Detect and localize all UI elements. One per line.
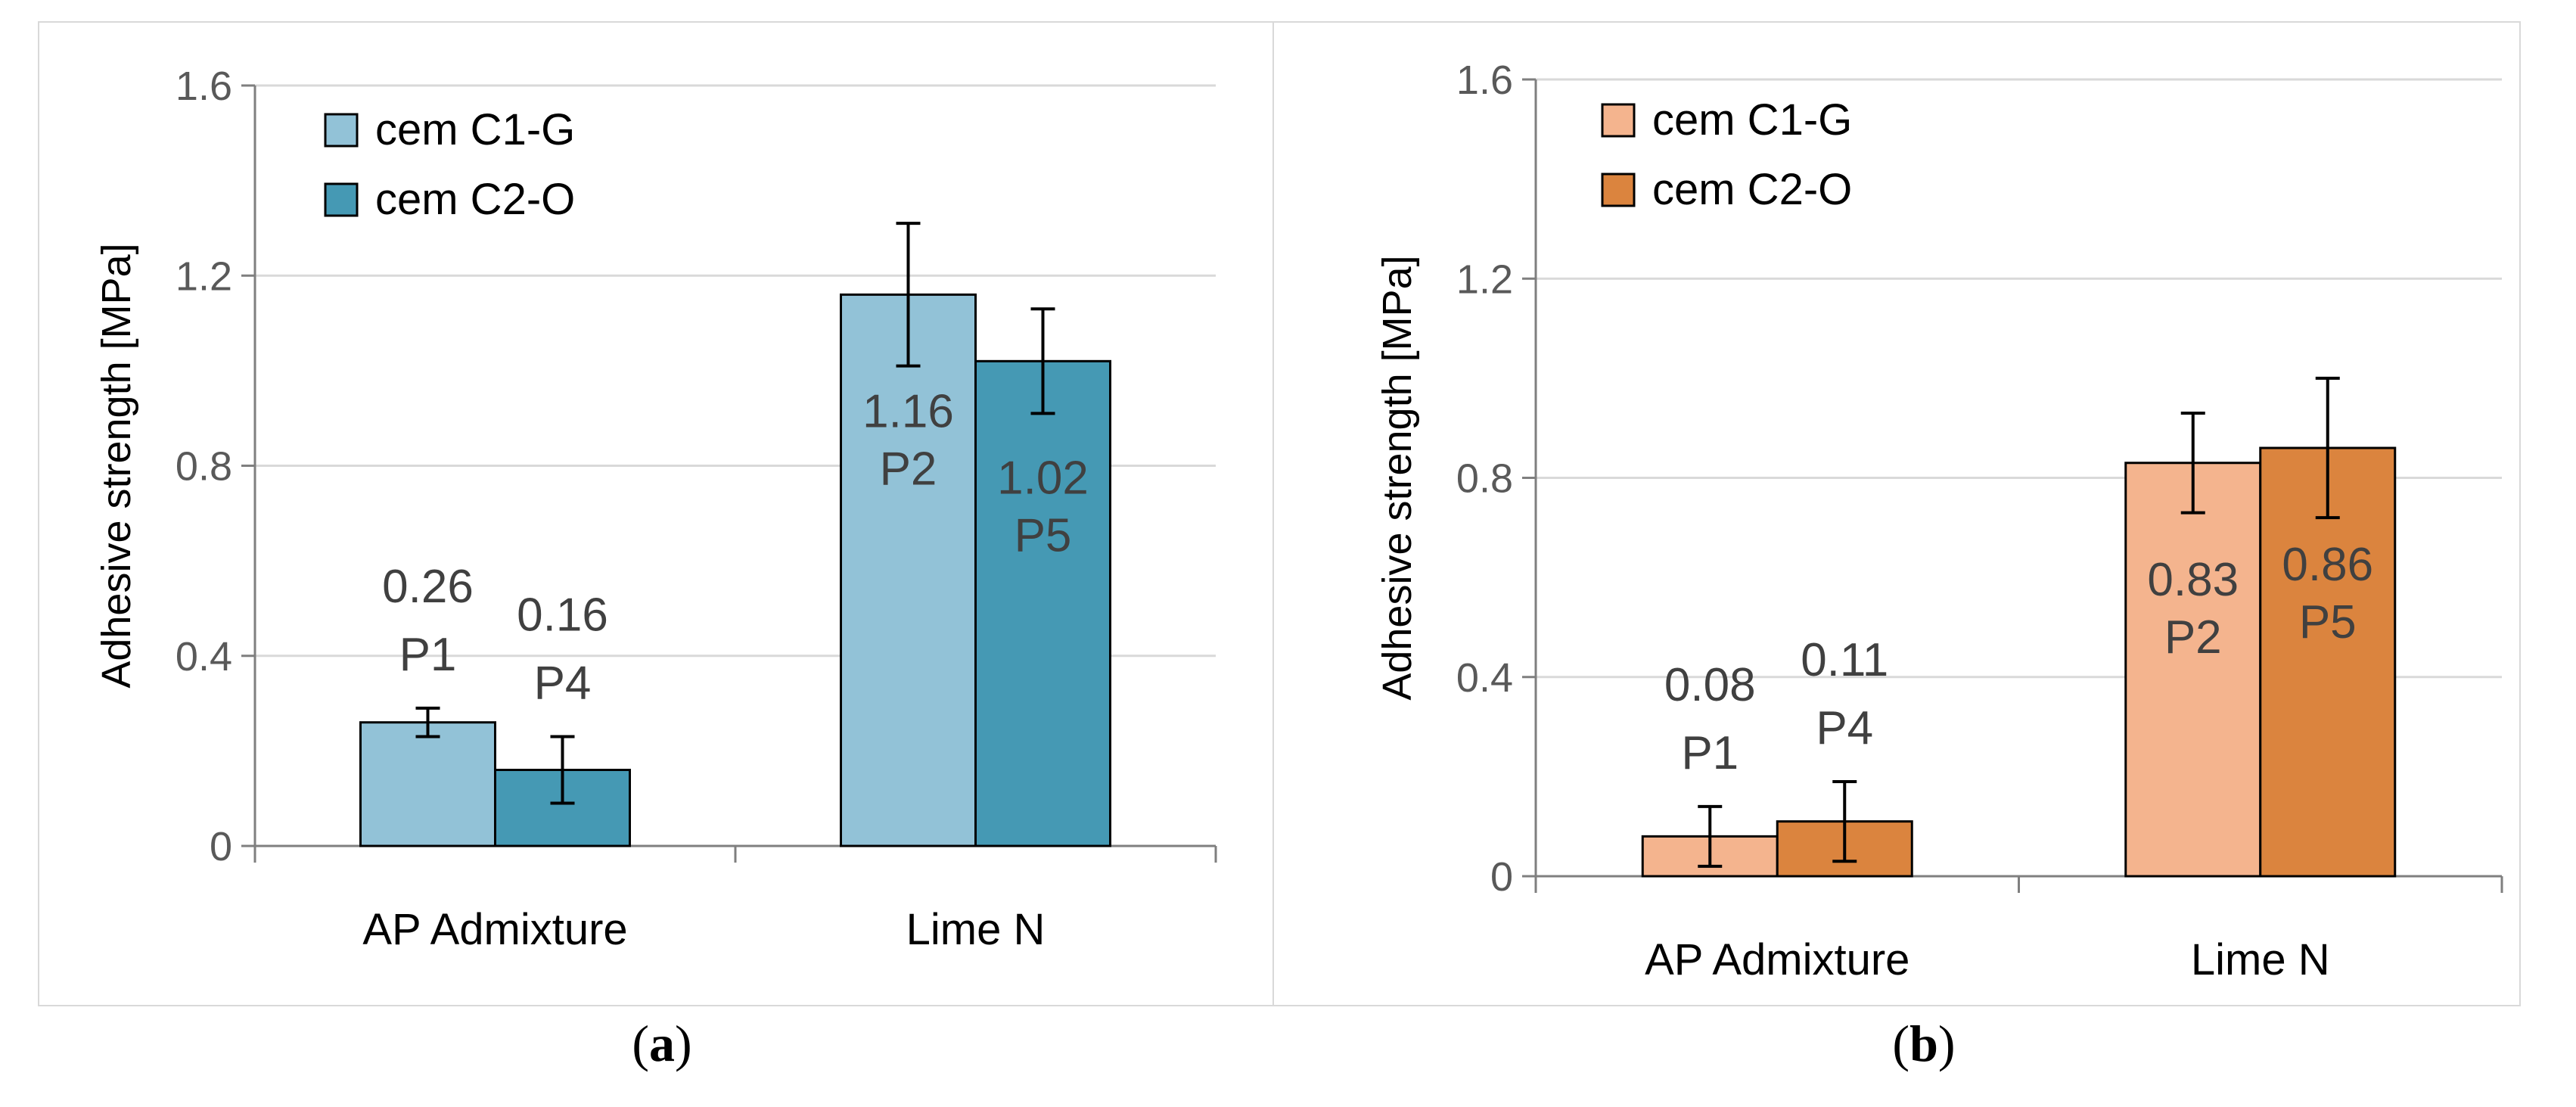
legend-swatch — [324, 182, 359, 217]
data-label: 0.08 — [1664, 659, 1756, 711]
chart-panel-a: 0 0.4 0.8 1.2 1.6 Adhesive strength [MPa] AP A… — [38, 21, 1286, 1006]
y-tick-label: 0.4 — [176, 634, 232, 679]
panel-caption-label: b — [1909, 1015, 1938, 1072]
legend-swatch — [324, 113, 359, 148]
x-tick-label: AP Admixture — [1645, 935, 1909, 984]
data-label-code: P5 — [1015, 509, 1072, 561]
y-axis-title: Adhesive strength [MPa] — [1375, 255, 1420, 700]
data-label-code: P5 — [2299, 596, 2357, 648]
panel-caption-b: (b) — [1892, 1015, 1956, 1072]
y-tick-label: 0.4 — [1456, 655, 1513, 701]
legend-label: cem C1-G — [375, 105, 575, 154]
data-label: 0.26 — [382, 561, 474, 613]
y-tick-label: 0.8 — [176, 444, 232, 490]
y-tick-label: 0.8 — [1456, 456, 1513, 502]
legend-label: cem C2-O — [1652, 165, 1852, 214]
data-label-code: P2 — [880, 443, 937, 495]
data-label: 1.16 — [862, 385, 954, 437]
data-label-code: P4 — [534, 658, 592, 710]
x-tick-label: Lime N — [906, 905, 1046, 954]
data-label-code: P1 — [399, 629, 457, 681]
y-tick-label: 1.2 — [176, 253, 232, 299]
x-tick-label: Lime N — [2191, 935, 2330, 984]
panel-caption-a: (a) — [632, 1015, 692, 1072]
bar — [2124, 462, 2262, 878]
data-label-code: P2 — [2164, 611, 2222, 664]
data-label: 0.83 — [2147, 554, 2239, 606]
data-label-code: P4 — [1816, 702, 1873, 754]
legend-swatch — [1601, 103, 1636, 138]
chart-panel-b: 0 0.4 0.8 1.2 1.6 Adhesive strength [MPa] AP A… — [1272, 21, 2521, 1006]
legend-swatch — [1601, 173, 1636, 207]
data-label-code: P1 — [1681, 727, 1739, 779]
y-tick-label: 0 — [1490, 854, 1513, 900]
bar — [840, 293, 977, 847]
chart-a: 0 0.4 0.8 1.2 1.6 Adhesive strength [MPa] AP A… — [94, 64, 1217, 954]
y-tick-label: 0 — [210, 824, 232, 869]
panel-caption-label: a — [649, 1015, 675, 1072]
chart-b: 0 0.4 0.8 1.2 1.6 Adhesive strength [MPa] AP A… — [1375, 58, 2503, 984]
data-label: 0.86 — [2282, 539, 2373, 591]
legend-label: cem C2-O — [375, 175, 575, 224]
y-axis-title: Adhesive strength [MPa] — [94, 243, 139, 688]
y-tick-label: 1.6 — [1456, 58, 1513, 103]
bar — [2259, 446, 2397, 878]
y-tick-label: 1.6 — [176, 64, 232, 109]
bar — [974, 359, 1111, 847]
data-label: 0.16 — [517, 589, 608, 642]
legend-label: cem C1-G — [1652, 95, 1852, 145]
data-label: 1.02 — [997, 452, 1089, 504]
data-label: 0.11 — [1801, 634, 1888, 686]
bar — [359, 721, 496, 847]
y-tick-label: 1.2 — [1456, 257, 1513, 302]
x-tick-label: AP Admixture — [362, 905, 627, 954]
